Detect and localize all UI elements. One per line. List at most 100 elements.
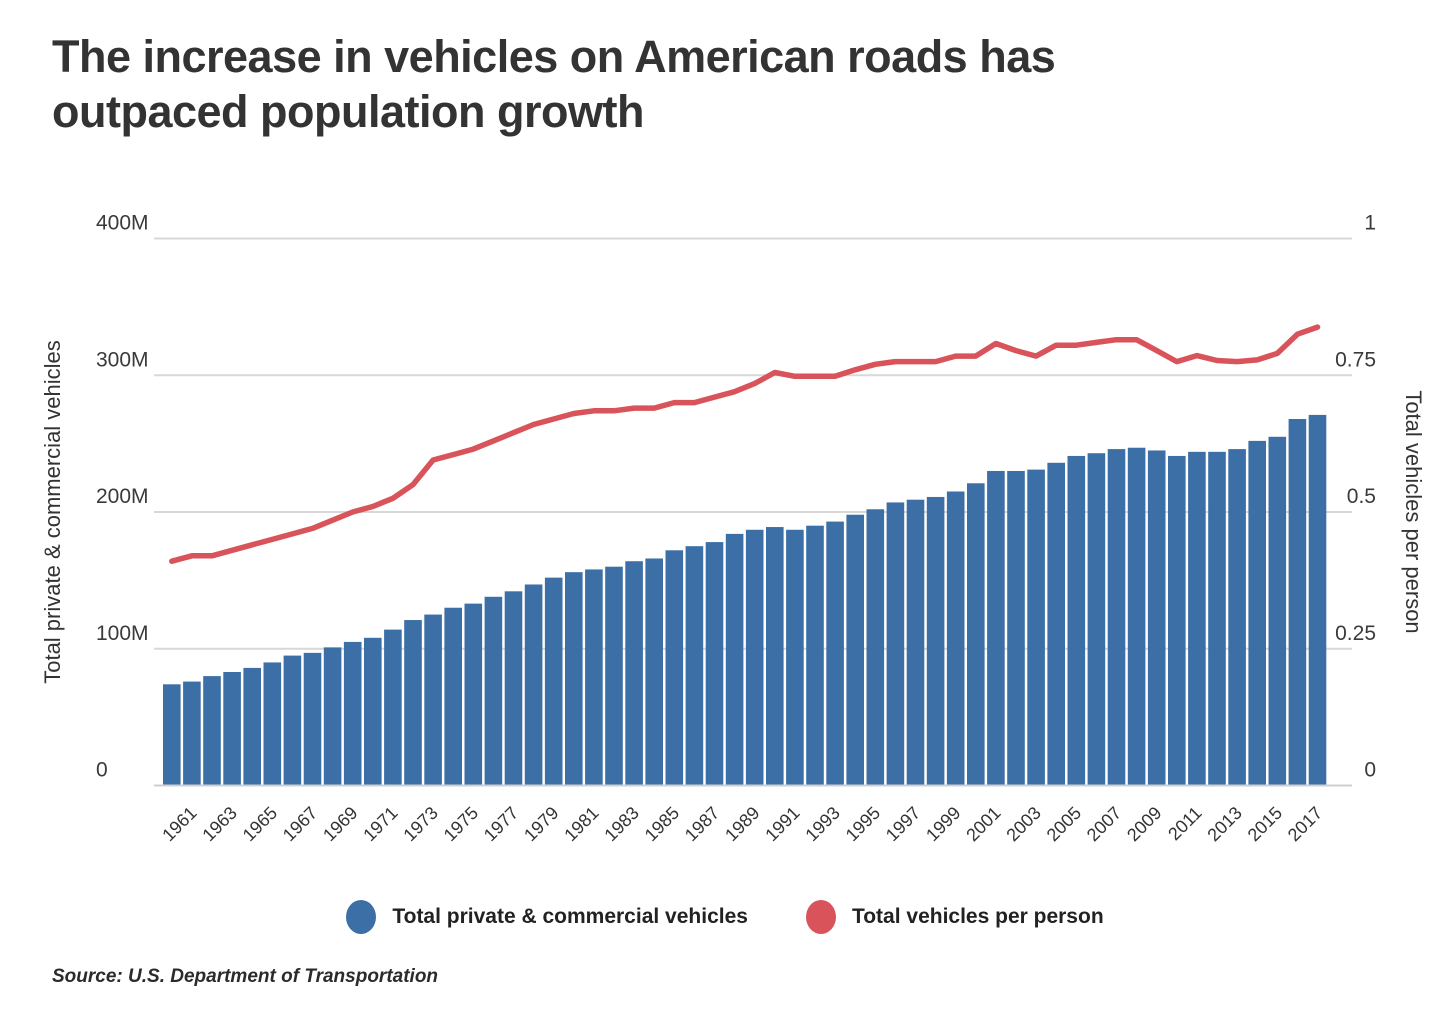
bar-2013	[1228, 449, 1246, 786]
x-axis-tick-label: 1999	[922, 803, 964, 845]
left-axis-tick-label: 200M	[96, 485, 149, 508]
x-axis-tick-label: 2015	[1244, 803, 1286, 845]
legend-item-vehicles: Total private & commercial vehicles	[346, 900, 748, 934]
x-axis-tick-label: 1991	[761, 803, 803, 845]
bar-1989	[745, 529, 764, 786]
left-axis-tick-label: 400M	[96, 212, 149, 235]
page-title-line-2: outpaced population growth	[52, 85, 644, 137]
bar-1984	[645, 558, 663, 786]
bar-1987	[705, 542, 724, 786]
legend-swatch-vehicles-icon	[346, 900, 377, 934]
bar-1988	[725, 533, 744, 786]
right-axis-tick-label: 0.75	[1335, 348, 1376, 371]
bar-1995	[866, 509, 885, 786]
bar-1974	[444, 607, 462, 786]
x-axis-tick-label: 1995	[842, 803, 884, 845]
bar-2010	[1168, 455, 1186, 786]
x-axis-tick-label: 1973	[399, 803, 441, 845]
right-axis-tick-label: 0.25	[1335, 622, 1376, 645]
bar-1965	[263, 662, 282, 786]
bar-1981	[585, 569, 603, 786]
bar-2008	[1127, 447, 1146, 786]
bar-1962	[203, 676, 221, 786]
bar-2012	[1208, 451, 1226, 786]
right-axis-tick-label: 0	[1364, 759, 1376, 782]
bar-2006	[1087, 453, 1106, 786]
bar-2004	[1047, 462, 1065, 786]
bar-1992	[806, 525, 824, 786]
x-axis-tick-label: 1993	[801, 803, 843, 845]
source-note: Source: U.S. Department of Transportatio…	[52, 966, 439, 987]
right-axis-title: Total vehicles per person	[1401, 390, 1426, 633]
bar-2002	[1007, 470, 1025, 786]
x-axis-tick-label: 1975	[440, 803, 482, 845]
bar-1973	[424, 614, 442, 786]
x-axis-tick-label: 1985	[641, 803, 683, 845]
bar-1964	[243, 667, 261, 786]
legend-item-per-person: Total vehicles per person	[805, 900, 1104, 934]
bar-2007	[1107, 449, 1126, 786]
x-axis-tick-label: 1961	[158, 803, 200, 845]
legend-swatch-per-person-icon	[805, 900, 836, 934]
left-axis-tick-label: 100M	[96, 622, 149, 645]
bar-1967	[303, 652, 322, 786]
bar-1993	[826, 521, 844, 786]
bar-1961	[183, 681, 201, 786]
left-axis-tick-label: 300M	[96, 348, 149, 371]
bar-1994	[846, 514, 864, 786]
bar-2011	[1188, 451, 1206, 786]
bar-1960	[163, 684, 181, 786]
bar-1983	[625, 561, 643, 786]
bar-1975	[464, 603, 483, 786]
bar-1969	[343, 641, 362, 786]
x-axis-tick-label: 2009	[1123, 803, 1165, 845]
bar-2003	[1027, 469, 1045, 786]
x-axis-tick-label: 1987	[681, 803, 723, 845]
legend-label-vehicles: Total private & commercial vehicles	[392, 905, 748, 928]
x-axis-tick-label: 1983	[600, 803, 642, 845]
bar-2014	[1248, 440, 1266, 786]
x-axis-tick-label: 2011	[1164, 803, 1206, 845]
x-axis-tick-label: 2001	[962, 803, 1004, 845]
bar-1980	[565, 572, 583, 786]
left-axis-title: Total private & commercial vehicles	[40, 340, 65, 684]
chart-legend: Total private & commercial vehicles Tota…	[0, 893, 1450, 941]
x-axis-tick-label: 1967	[279, 803, 321, 845]
x-axis-tick-label: 1977	[480, 803, 522, 845]
x-axis-tick-label: 2005	[1043, 803, 1085, 845]
left-axis-tick-label: 0	[96, 759, 108, 782]
bar-2001	[987, 470, 1005, 786]
legend-label-per-person: Total vehicles per person	[851, 905, 1104, 928]
page-title: The increase in vehicles on American roa…	[52, 30, 1056, 140]
x-axis-tick-label: 1965	[239, 803, 281, 845]
bar-1970	[364, 637, 382, 786]
bar-1977	[504, 591, 523, 786]
x-axis-tick-label: 1979	[520, 803, 562, 845]
x-axis-tick-label: 1971	[359, 803, 401, 845]
x-axis-tick-label: 1989	[721, 803, 763, 845]
x-axis-tick-label: 1969	[319, 803, 361, 845]
bar-2017	[1308, 414, 1327, 786]
bar-1971	[384, 629, 402, 786]
bar-2015	[1268, 436, 1287, 786]
right-axis-tick-label: 0.5	[1347, 485, 1376, 508]
bar-1968	[323, 647, 342, 786]
bar-1982	[605, 566, 623, 786]
bar-2009	[1147, 450, 1166, 786]
bar-1999	[946, 491, 965, 786]
bar-2000	[967, 483, 985, 786]
bar-1991	[786, 529, 804, 786]
bar-1998	[926, 496, 945, 786]
bar-1978	[524, 584, 543, 786]
x-axis-tick-label: 2013	[1203, 803, 1245, 845]
bar-2016	[1288, 419, 1307, 786]
x-axis-tick-label: 1997	[882, 803, 924, 845]
x-axis-tick-label: 1963	[198, 803, 240, 845]
bar-1990	[766, 527, 784, 786]
bar-1963	[223, 671, 241, 786]
bar-1996	[886, 502, 905, 786]
x-axis-tick-label: 2007	[1083, 803, 1125, 845]
bar-1997	[906, 499, 925, 786]
